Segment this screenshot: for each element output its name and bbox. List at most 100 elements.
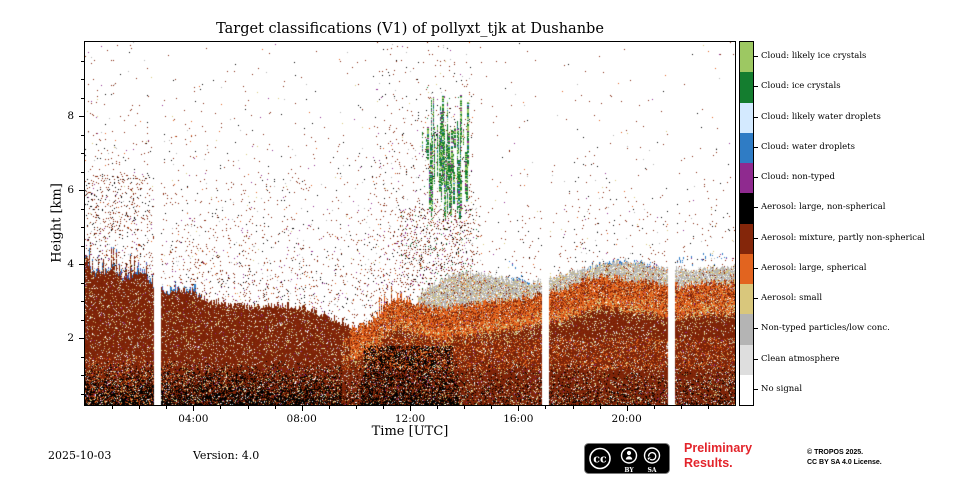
axis-tick [274,406,276,409]
axis-tick [599,406,601,409]
axis-tick [81,356,84,358]
legend-label-a_mix: Aerosol: mixture, partly non-spherical [761,233,925,243]
colorbar-segment-a_mix [740,223,753,254]
cc-logo-text: cc [593,453,607,466]
colorbar-segment-clean [740,344,753,375]
colorbar-tick [754,389,758,390]
axis-tick [680,406,682,409]
axis-tick [81,171,84,173]
legend-label-a_ls: Aerosol: large, spherical [761,263,867,273]
colorbar-segment-a_small [740,284,753,315]
axis-tick [81,227,84,229]
x-axis-label: Time [UTC] [371,424,449,439]
date-label: 2025-10-03 [48,449,112,462]
legend-label-ice: Cloud: ice crystals [761,81,841,91]
axis-tick [355,406,357,409]
x-tick-label: 12:00 [394,413,426,425]
colorbar-tick [754,117,758,118]
axis-tick [79,338,84,340]
cc-by-person-body [625,456,633,460]
colorbar-segment-water [740,132,753,163]
axis-tick [79,264,84,266]
x-tick-label: 20:00 [611,413,642,425]
axis-tick [220,406,222,409]
y-tick-label: 2 [67,332,74,345]
axis-tick [410,406,411,411]
colorbar [739,41,754,406]
axis-tick [491,406,493,409]
colorbar-tick [754,238,758,239]
axis-tick [464,406,466,409]
axis-tick [81,393,84,395]
legend-label-likely_water: Cloud: likely water droplets [761,112,881,122]
axis-tick [81,79,84,81]
axis-tick [247,406,249,409]
legend-label-a_lns: Aerosol: large, non-spherical [761,202,886,212]
axis-tick [653,406,655,409]
plot-area [84,41,736,406]
y-tick-label: 4 [67,258,74,271]
preliminary-line2: Results. [684,456,733,470]
colorbar-tick [754,298,758,299]
cc-logo-icon [589,447,611,470]
axis-tick [166,406,168,409]
axis-tick [81,208,84,210]
axis-tick [437,406,439,409]
y-tick-label: 6 [67,184,74,197]
colorbar-tick [754,359,758,360]
cc-sa-arrow-icon [643,447,661,464]
colorbar-tick [754,147,758,148]
axis-tick [81,301,84,303]
cc-sa-arrow [647,452,657,461]
colorbar-tick [754,268,758,269]
preliminary-results-label: Preliminary Results. [684,441,752,471]
colorbar-tick [754,56,758,57]
legend-label-clean: Clean atmosphere [761,354,840,364]
axis-tick [139,406,141,409]
colorbar-segment-nt_part [740,314,753,345]
legend-label-nt_part: Non-typed particles/low conc. [761,323,890,333]
version-label: Version: 4.0 [193,449,260,462]
axis-tick [545,406,547,409]
axis-tick [301,406,303,411]
copyright-label: © TROPOS 2025. CC BY SA 4.0 License. [807,448,882,468]
colorbar-segment-ice [740,72,753,103]
axis-tick [81,153,84,155]
axis-tick [81,97,84,99]
axis-tick [81,282,84,284]
colorbar-tick [754,177,758,178]
colorbar-tick [754,86,758,87]
axis-tick [626,406,628,411]
preliminary-line1: Preliminary [684,441,753,455]
colorbar-segment-likely_water [740,102,753,133]
axis-tick [79,116,84,118]
legend-label-none: No signal [761,384,803,394]
axis-tick [707,406,709,409]
axis-tick [328,406,330,409]
axis-tick [81,375,84,377]
x-tick-label: 16:00 [503,413,534,425]
colorbar-segment-a_lns [740,193,753,224]
legend-label-water: Cloud: water droplets [761,142,855,152]
legend-label-cloud_nt: Cloud: non-typed [761,172,835,182]
axis-tick [518,406,520,411]
x-tick-label: 04:00 [178,413,209,425]
axis-tick [81,319,84,321]
classification-heatmap-canvas [85,42,735,405]
copyright-line1: © TROPOS 2025. [807,449,864,456]
axis-tick [81,60,84,62]
cc-by-sa-badge: cc BY SA [584,443,670,474]
cc-by-person-icon [620,447,638,464]
axis-tick [112,406,114,409]
colorbar-segment-a_ls [740,253,753,284]
legend-label-likely_ice: Cloud: likely ice crystals [761,51,867,61]
colorbar-segment-cloud_nt [740,163,753,194]
colorbar-segment-likely_ice [740,42,753,73]
axis-tick [382,406,384,409]
axis-tick [572,406,574,409]
axis-tick [193,406,195,411]
colorbar-tick [754,328,758,329]
copyright-line2: CC BY SA 4.0 License. [807,459,882,466]
axis-tick [79,190,84,192]
axis-tick [81,134,84,136]
